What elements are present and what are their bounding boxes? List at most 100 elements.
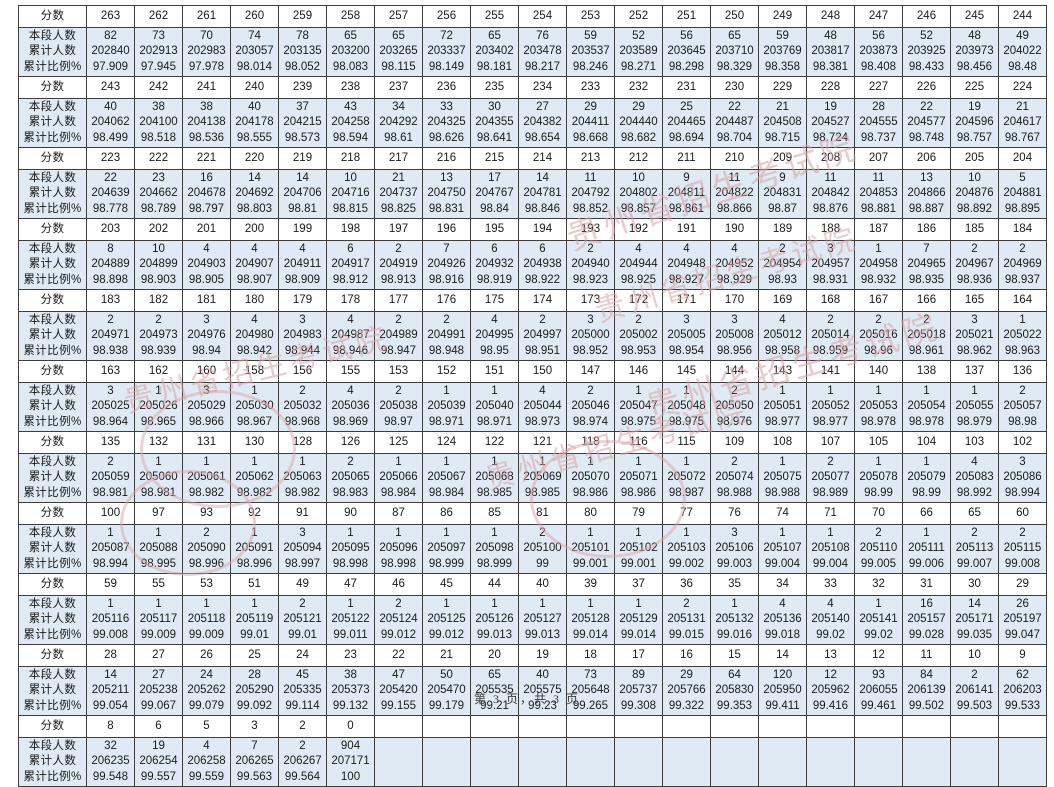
score-cell: 197	[374, 218, 423, 241]
segment-count-value: 1	[923, 527, 930, 540]
row-label-cumulative-count: 累计人数	[28, 755, 77, 768]
statistics-cell: 2 205014 98.959	[806, 311, 855, 361]
statistics-cell: 2 205121 99.01	[278, 595, 327, 645]
cumulative-percent-value: 100	[340, 770, 361, 783]
cumulative-count-value: 203265	[379, 45, 418, 58]
cumulative-count-value: 205025	[91, 400, 130, 413]
score-cell: 172	[614, 289, 663, 312]
statistics-cell: 4 205012 98.958	[758, 311, 807, 361]
cumulative-count-value: 205040	[475, 400, 514, 413]
score-header-row: 分数 28 27 26 25 24 23 22 21 20 19 18 17 16 15 14 13 12 11 10…	[18, 644, 1047, 667]
statistics-cell	[950, 737, 999, 787]
cumulative-count-value: 204639	[91, 187, 130, 200]
row-label-cumulative-count: 累计人数	[28, 542, 77, 555]
cumulative-count-value: 205575	[523, 684, 562, 697]
score-cell: 167	[854, 289, 903, 312]
statistics-cell: 52 203925 98.433	[902, 27, 951, 77]
segment-count-value: 1	[251, 527, 258, 540]
statistics-cell: 22 204577 98.748	[902, 98, 951, 148]
cumulative-count-value: 205373	[331, 684, 370, 697]
cumulative-count-value: 203200	[331, 45, 370, 58]
cumulative-percent-value: 98.149	[428, 60, 465, 73]
statistics-cell: 13 204750 98.831	[422, 169, 471, 219]
statistics-cell: 1 205102 99.001	[614, 524, 663, 574]
statistics-cell: 5 204881 98.895	[998, 169, 1047, 219]
cumulative-percent-value: 98.724	[812, 131, 849, 144]
cumulative-count-value: 205062	[235, 471, 274, 484]
segment-count-value: 1	[491, 527, 498, 540]
score-cell: 229	[758, 76, 807, 99]
statistics-cell: 7 206265 99.563	[230, 737, 279, 787]
cumulative-percent-value: 98.99	[912, 486, 941, 499]
score-cell: 90	[326, 502, 375, 525]
segment-count-value: 3	[683, 314, 690, 327]
segment-count-value: 1	[875, 385, 882, 398]
segment-count-value: 78	[296, 30, 309, 43]
cumulative-percent-value: 99.008	[92, 628, 129, 641]
score-cell: 198	[326, 218, 375, 241]
row-label-score: 分数	[18, 502, 87, 525]
score-cell: 17	[614, 644, 663, 667]
cumulative-count-value: 205091	[235, 542, 274, 555]
cumulative-percent-value: 99.179	[428, 699, 465, 712]
cumulative-count-value: 204944	[619, 258, 658, 271]
statistics-cell: 11 204822 98.866	[710, 169, 759, 219]
cumulative-percent-value: 98.881	[860, 202, 897, 215]
cumulative-count-value: 204678	[187, 187, 226, 200]
score-header-row: 分数 203 202 201 200 199 198 197 196 195 194 193 192 19…	[18, 218, 1047, 241]
score-cell: 244	[998, 5, 1047, 28]
segment-count-value: 2	[395, 385, 402, 398]
segment-count-value: 2	[539, 314, 546, 327]
score-cell: 201	[182, 218, 231, 241]
cumulative-count-value: 205075	[763, 471, 802, 484]
statistics-cell: 120 205950 99.411	[758, 666, 807, 716]
cumulative-percent-value: 98.946	[332, 344, 369, 357]
score-cell	[758, 715, 807, 738]
cumulative-count-value: 204853	[859, 187, 898, 200]
cumulative-percent-value: 98.948	[428, 344, 465, 357]
segment-count-value: 24	[200, 669, 213, 682]
segment-count-value: 5	[1019, 172, 1026, 185]
statistics-cell: 2 205131 99.015	[662, 595, 711, 645]
cumulative-percent-value: 98.555	[236, 131, 273, 144]
segment-count-value: 2	[971, 527, 978, 540]
cumulative-percent-value: 99.028	[908, 628, 945, 641]
cumulative-count-value: 204983	[283, 329, 322, 342]
statistics-cell: 4 204987 98.946	[326, 311, 375, 361]
score-cell: 74	[758, 502, 807, 525]
statistics-cell: 3 204957 98.931	[806, 240, 855, 290]
statistics-cell: 1 205070 98.986	[566, 453, 615, 503]
cumulative-percent-value: 98.984	[380, 486, 417, 499]
statistics-cell	[758, 737, 807, 787]
score-cell: 33	[806, 573, 855, 596]
segment-count-value: 2	[539, 527, 546, 540]
cumulative-percent-value: 97.945	[140, 60, 177, 73]
cumulative-percent-value: 98.936	[956, 273, 993, 286]
segment-count-value: 10	[632, 172, 645, 185]
segment-count-value: 16	[920, 598, 933, 611]
cumulative-count-value: 205014	[811, 329, 850, 342]
cumulative-count-value: 205051	[763, 400, 802, 413]
cumulative-percent-value: 98.668	[572, 131, 609, 144]
statistics-cell	[614, 737, 663, 787]
cumulative-percent-value: 99.035	[956, 628, 993, 641]
segment-count-value: 3	[827, 243, 834, 256]
cumulative-percent-value: 98.329	[716, 60, 753, 73]
segment-count-value: 43	[344, 101, 357, 114]
statistics-cell: 1 205096 98.998	[374, 524, 423, 574]
segment-count-value: 2	[779, 243, 786, 256]
cumulative-percent-value: 98.815	[332, 202, 369, 215]
statistics-cell: 3 205021 98.962	[950, 311, 999, 361]
score-cell: 10	[950, 644, 999, 667]
segment-count-value: 25	[680, 101, 693, 114]
cumulative-percent-value: 98.97	[384, 415, 413, 428]
statistics-row: 本段人数 累计人数 累计比例% 22 204639 98.778 23 204662 98.78…	[18, 169, 1047, 219]
row-label-segment-count: 本段人数	[28, 314, 77, 327]
segment-count-value: 2	[827, 456, 834, 469]
cumulative-count-value: 204938	[523, 258, 562, 271]
cumulative-percent-value: 99.012	[380, 628, 417, 641]
statistics-cell: 38 205373 99.132	[326, 666, 375, 716]
score-cell: 251	[662, 5, 711, 28]
score-cell	[374, 715, 423, 738]
cumulative-count-value: 206267	[283, 755, 322, 768]
